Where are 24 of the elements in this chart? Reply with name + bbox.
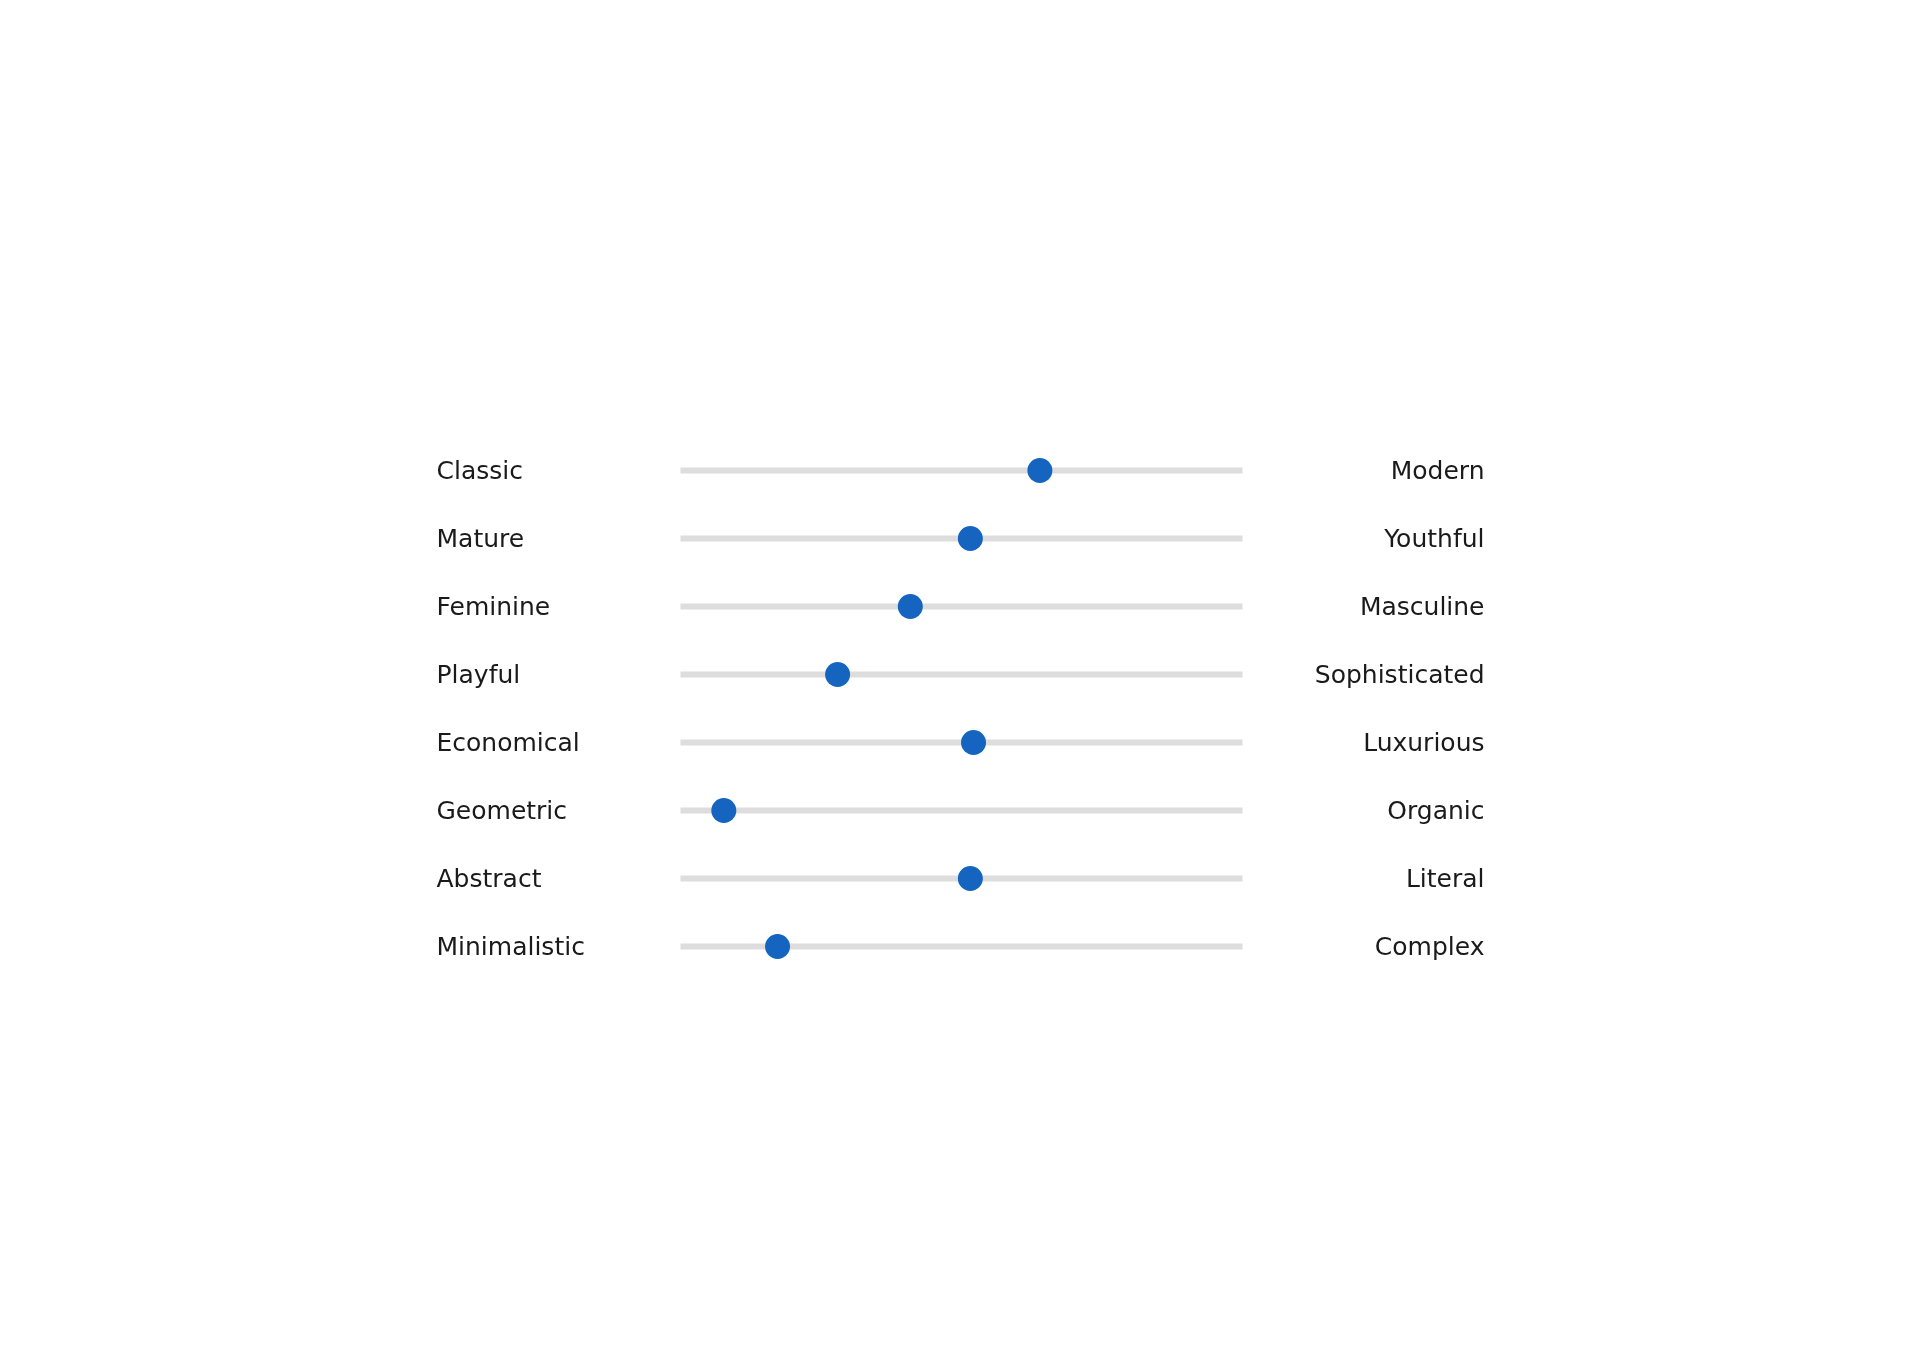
y2-tick-label: Luxurious — [1363, 728, 1485, 757]
y2-tick-label: Literal — [1405, 864, 1485, 893]
y2-tick-label: Organic — [1387, 796, 1485, 825]
y2-tick-label: Complex — [1374, 932, 1485, 961]
point — [765, 934, 791, 959]
point — [897, 594, 923, 619]
point — [1027, 458, 1053, 483]
y-tick-label: Minimalistic — [436, 932, 585, 961]
point — [711, 798, 737, 823]
y-tick-label: Economical — [436, 728, 580, 757]
y2-tick-label: Modern — [1390, 456, 1485, 485]
y-tick-label: Playful — [436, 660, 521, 689]
y-tick-label: Feminine — [436, 592, 551, 621]
y-tick-label: Abstract — [436, 864, 542, 893]
y-tick-label: Classic — [436, 456, 523, 485]
point — [957, 526, 983, 551]
point — [825, 662, 851, 687]
point — [957, 866, 983, 891]
y-tick-label: Geometric — [436, 796, 568, 825]
y2-tick-label: Masculine — [1359, 592, 1485, 621]
y-tick-label: Mature — [436, 524, 525, 553]
point — [961, 730, 987, 755]
y2-tick-label: Youthful — [1383, 524, 1485, 553]
y2-tick-label: Sophisticated — [1314, 660, 1485, 689]
